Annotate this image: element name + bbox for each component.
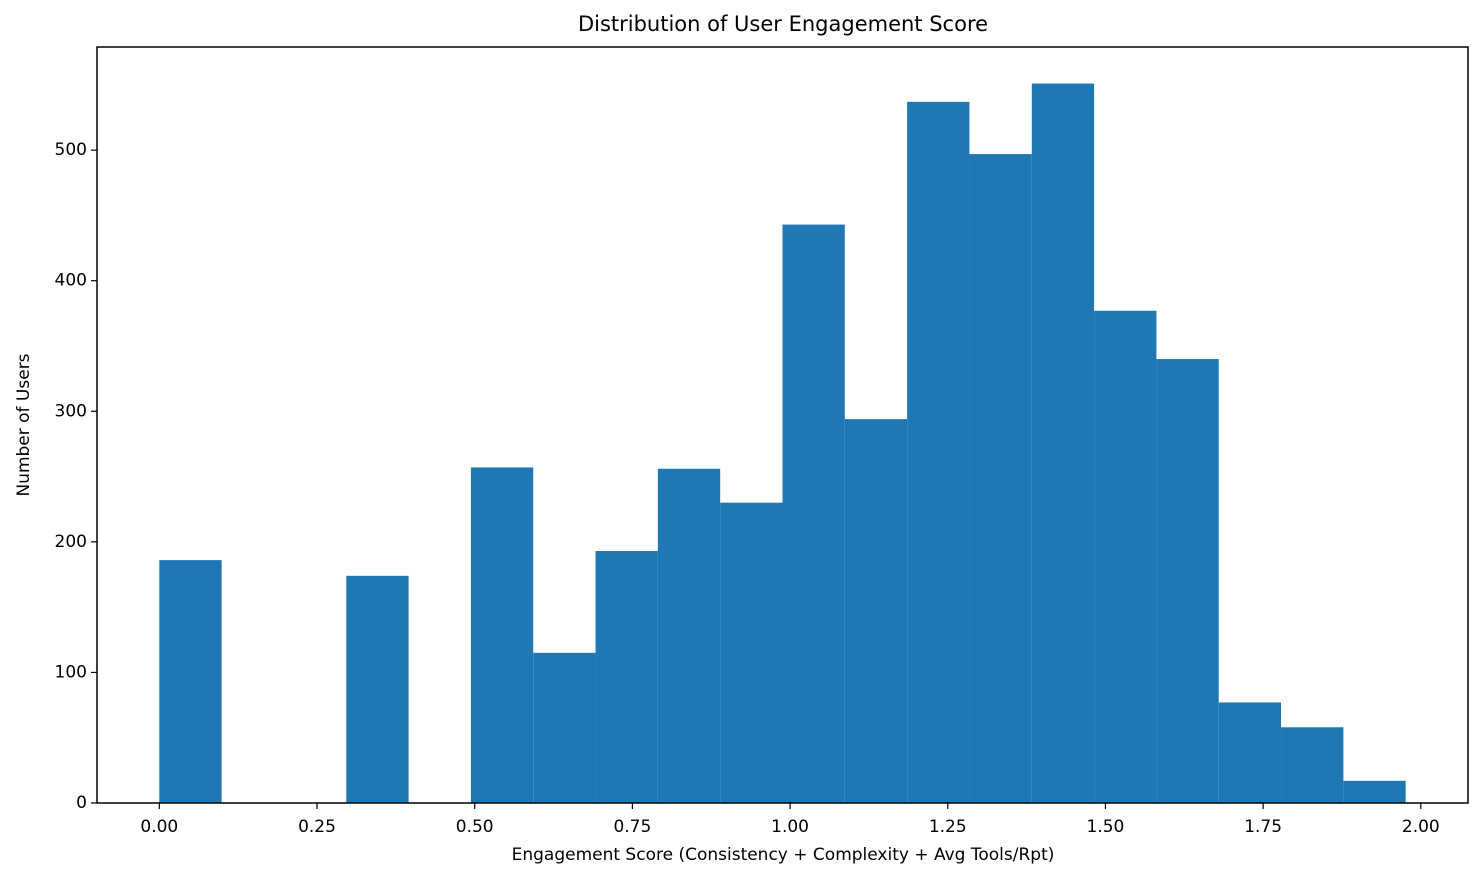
x-axis-label: Engagement Score (Consistency + Complexi… bbox=[512, 845, 1055, 865]
chart-title: Distribution of User Engagement Score bbox=[578, 12, 988, 36]
x-tick-label: 1.25 bbox=[929, 817, 967, 837]
x-tick-label: 1.00 bbox=[771, 817, 809, 837]
bar bbox=[782, 224, 845, 803]
x-tick-label: 0.25 bbox=[298, 817, 336, 837]
y-tick-label: 400 bbox=[55, 271, 87, 291]
y-tick-label: 500 bbox=[55, 140, 87, 160]
bar bbox=[1281, 727, 1344, 803]
y-axis-label: Number of Users bbox=[14, 353, 34, 496]
bar bbox=[595, 551, 658, 803]
bar bbox=[969, 154, 1032, 803]
bar bbox=[159, 560, 222, 803]
bar bbox=[533, 652, 596, 803]
y-tick-label: 300 bbox=[55, 401, 87, 421]
bar bbox=[844, 419, 908, 803]
x-tick-label: 1.50 bbox=[1087, 817, 1125, 837]
y-tick-label: 0 bbox=[76, 793, 87, 813]
x-tick-label: 0.50 bbox=[456, 817, 494, 837]
y-tick-label: 200 bbox=[55, 532, 87, 552]
bar bbox=[1218, 702, 1282, 803]
y-tick-label: 100 bbox=[55, 662, 87, 682]
bar bbox=[1031, 83, 1095, 804]
x-tick-label: 0.00 bbox=[140, 817, 178, 837]
x-tick-label: 1.75 bbox=[1244, 817, 1282, 837]
bar bbox=[907, 101, 970, 804]
bar bbox=[1156, 359, 1219, 803]
bar bbox=[1343, 780, 1406, 803]
x-tick-label: 2.00 bbox=[1402, 817, 1440, 837]
bar bbox=[657, 468, 721, 803]
bar bbox=[346, 575, 409, 803]
bar bbox=[720, 502, 783, 803]
x-tick-label: 0.75 bbox=[613, 817, 651, 837]
bar bbox=[470, 467, 534, 803]
plot-frame bbox=[96, 46, 1469, 804]
bar bbox=[1094, 310, 1157, 803]
